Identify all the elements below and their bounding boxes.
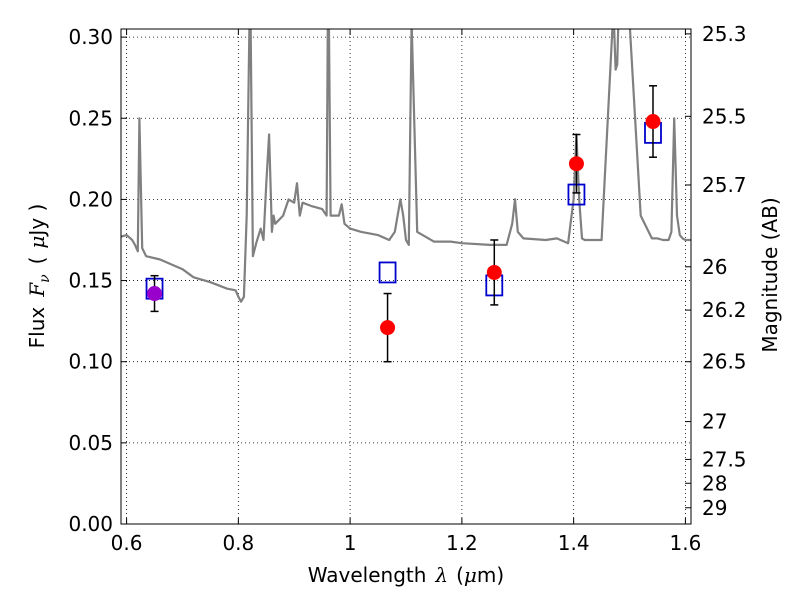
y2-tick-label: 28 [702, 471, 727, 495]
y-tick-label: 0.15 [68, 269, 113, 293]
x-tick-label: 1.6 [670, 531, 702, 555]
sed-template-line [121, 29, 691, 303]
x-axis-label: Wavelength λ (μm) [308, 563, 504, 587]
x-tick-label: 1.2 [446, 531, 478, 555]
y2-tick-label: 29 [702, 496, 727, 520]
y2-tick-label: 25.7 [702, 173, 747, 197]
y2-tick-label: 27 [702, 410, 727, 434]
plot-area [121, 29, 691, 524]
observed-flux-point [380, 320, 396, 336]
y-axis-label: FluxFν(μJy ) [25, 204, 53, 349]
observed-flux-point [645, 114, 661, 130]
y2-tick-label: 26 [702, 255, 727, 279]
x-tick-label: 1.4 [558, 531, 590, 555]
observed-flux-point [147, 286, 163, 302]
x-tick-label: 0.6 [111, 531, 143, 555]
model-flux-square [378, 261, 397, 284]
y-tick-label: 0.20 [68, 187, 113, 211]
right-axis-label: Magnitude (AB) [758, 197, 782, 352]
y2-tick-label: 26.5 [702, 350, 747, 374]
data-layer [121, 29, 691, 363]
y2-tick-label: 27.5 [702, 447, 747, 471]
y-tick-label: 0.25 [68, 106, 113, 130]
x-tick-label: 1 [344, 531, 357, 555]
y-tick-label: 0.10 [68, 350, 113, 374]
plot-frame [120, 28, 692, 525]
y-tick-label: 0.05 [68, 431, 113, 455]
y2-tick-label: 25.3 [702, 22, 747, 46]
y-tick-label: 0.30 [68, 25, 113, 49]
observed-flux-point [568, 156, 584, 172]
x-tick-label: 0.8 [222, 531, 254, 555]
y2-tick-label: 25.5 [702, 104, 747, 128]
axis-ticks: 0.6 0.8 1 1.2 1.4 1.6 0.00 0.05 0.10 0.15 0.20 0.25… [68, 22, 747, 555]
observed-flux-point [486, 264, 502, 280]
y-tick-label: 0.00 [68, 512, 113, 536]
y2-tick-label: 26.2 [702, 298, 747, 322]
